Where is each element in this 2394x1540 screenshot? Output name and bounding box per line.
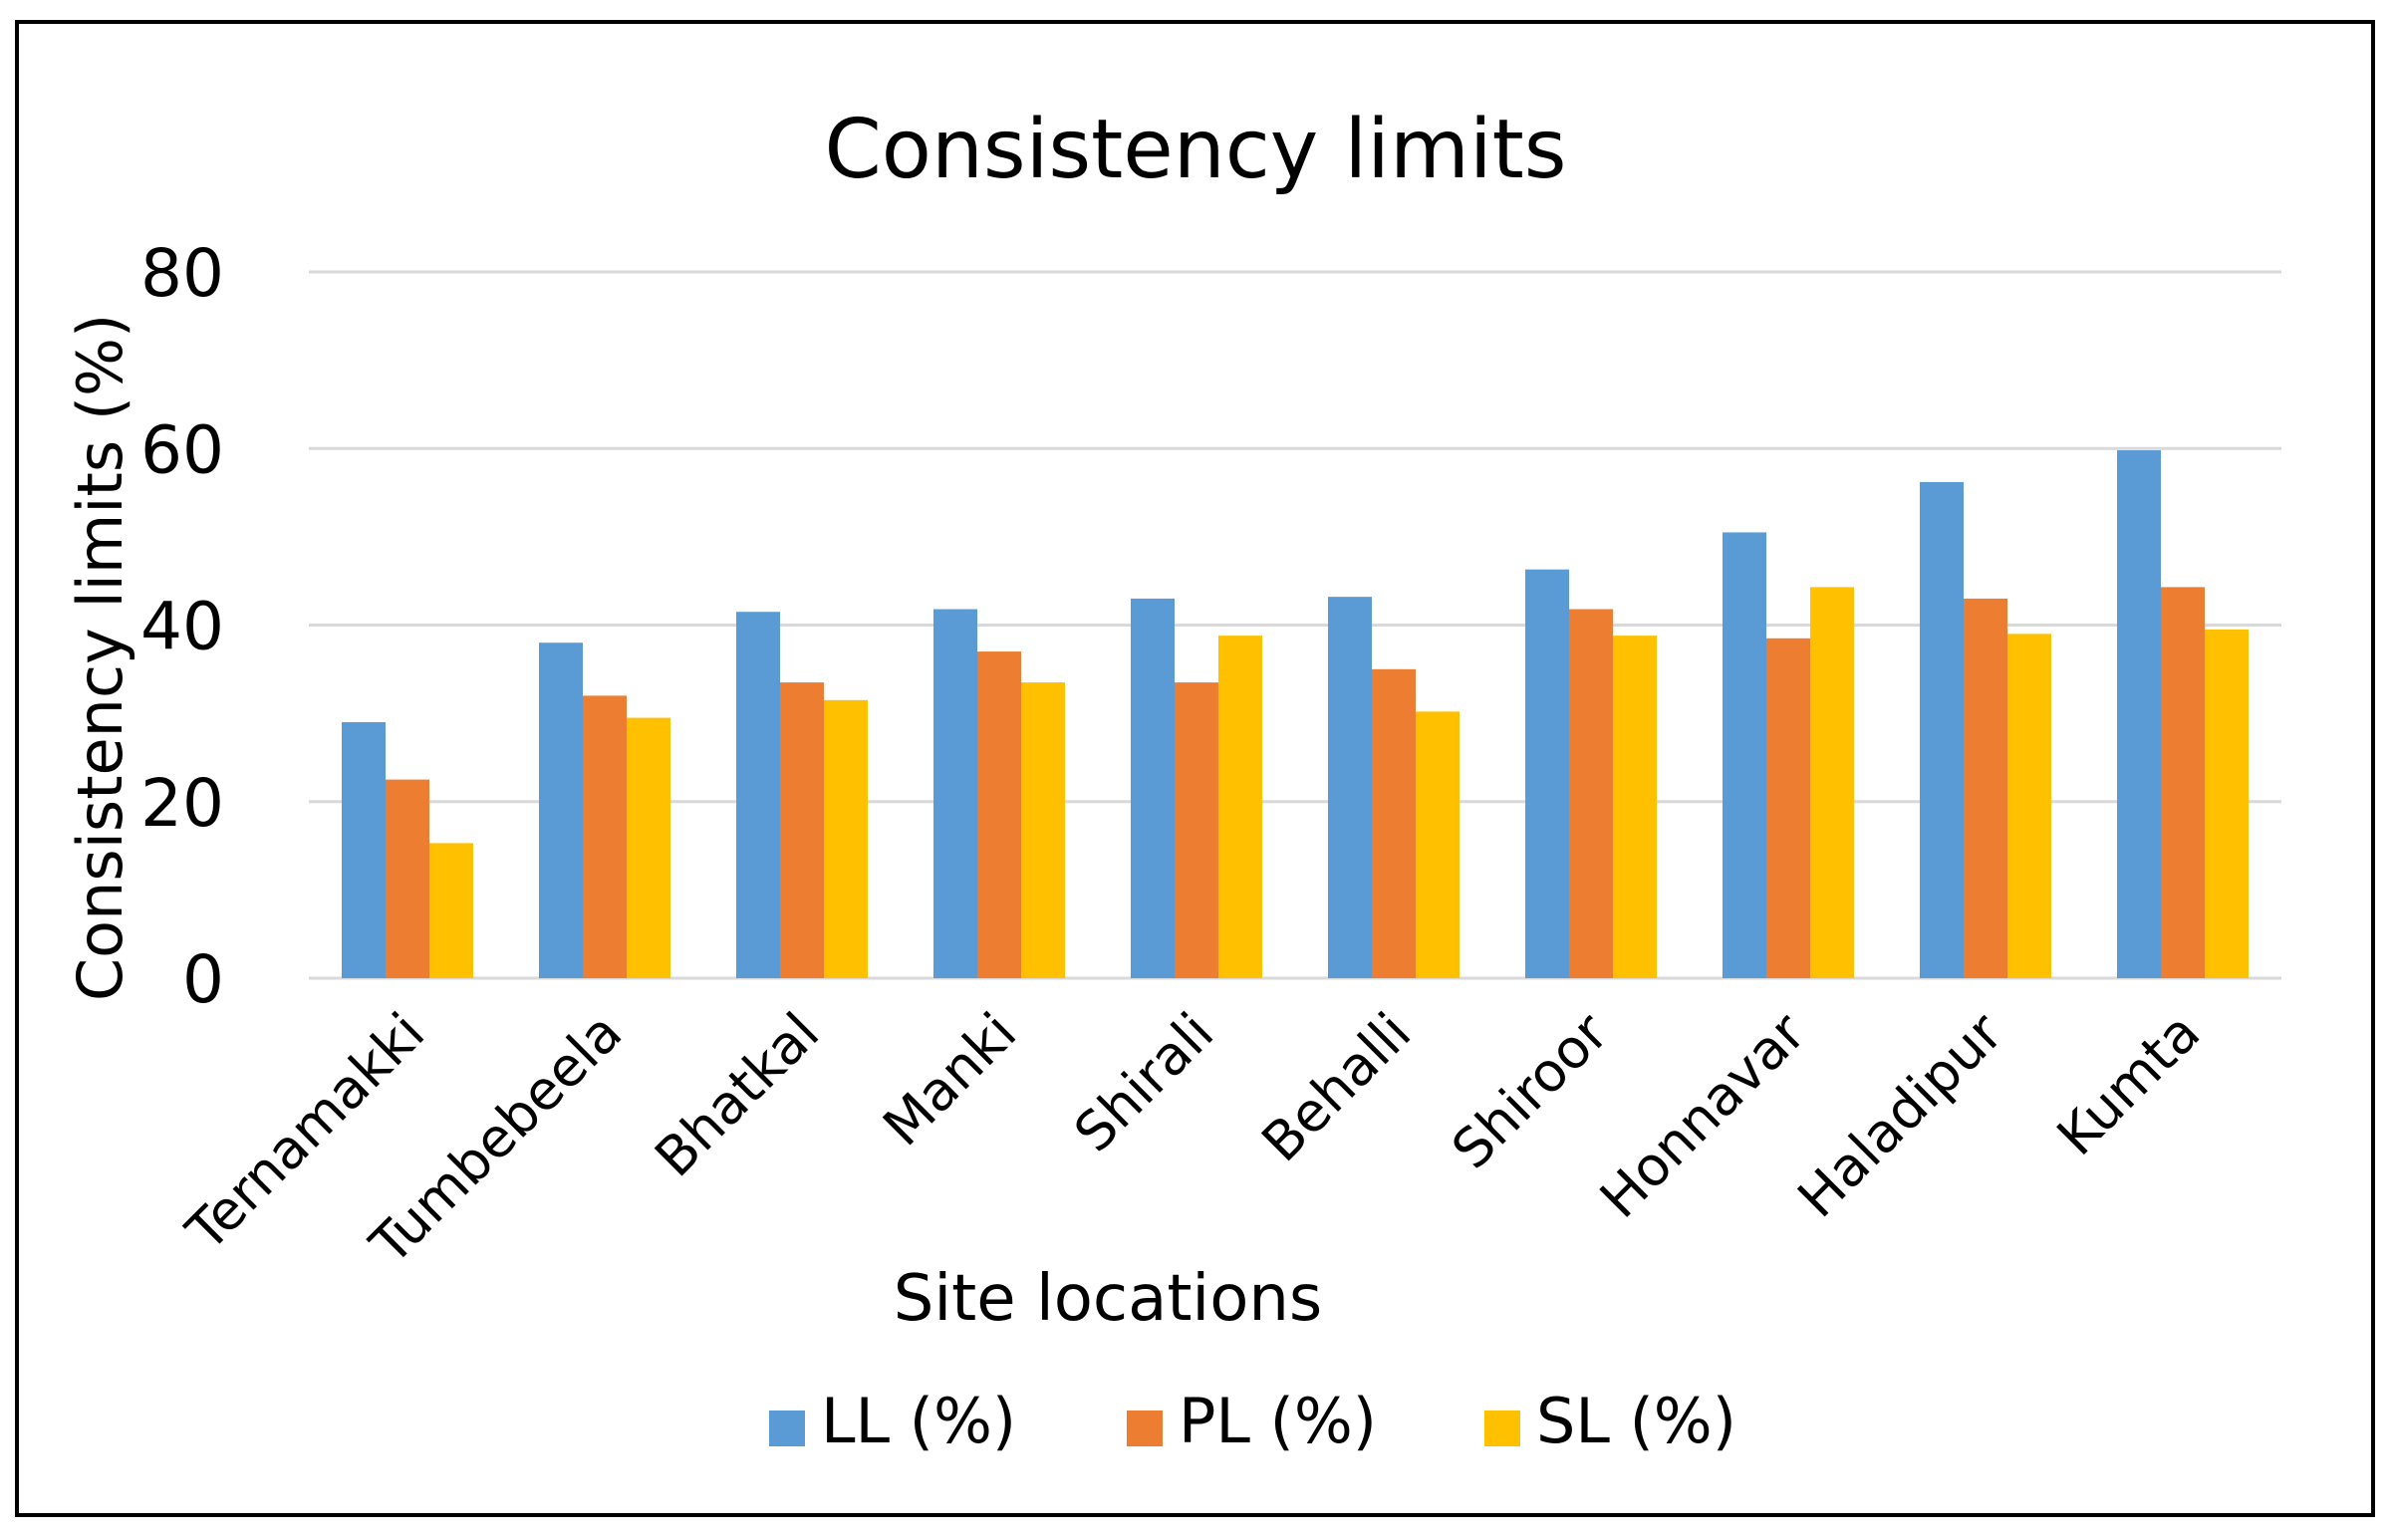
bar-pl-ternamakki bbox=[386, 779, 429, 978]
y-tick-labels: 0 20 40 60 80 bbox=[140, 235, 224, 1018]
bar-ll-ternamakki bbox=[342, 721, 386, 978]
legend: LL (%) PL (%) SL (%) bbox=[769, 1385, 1736, 1457]
bar-sl-kumta bbox=[2205, 629, 2249, 978]
bar-sl-behalli bbox=[1416, 711, 1460, 978]
bar-ll-shiroor bbox=[1525, 569, 1569, 978]
bar-ll-honnavar bbox=[1723, 532, 1766, 978]
y-tick-label: 60 bbox=[140, 411, 224, 488]
bar-pl-kumta bbox=[2161, 587, 2205, 978]
chart-title: Consistency limits bbox=[825, 103, 1567, 197]
legend-swatch-pl bbox=[1127, 1411, 1163, 1446]
legend-swatch-ll bbox=[769, 1411, 805, 1446]
bar-pl-behalli bbox=[1372, 668, 1416, 978]
legend-label-sl: SL (%) bbox=[1536, 1385, 1736, 1457]
y-tick-label: 80 bbox=[140, 235, 224, 312]
legend-label-pl: PL (%) bbox=[1179, 1385, 1377, 1457]
bar-sl-honnavar bbox=[1810, 587, 1854, 978]
bar-ll-manki bbox=[933, 609, 977, 978]
bar-ll-bhatkal bbox=[736, 612, 780, 978]
bar-ll-tumbebeela bbox=[539, 642, 583, 978]
bar-sl-tumbebeela bbox=[627, 717, 670, 978]
bar-pl-haladipur bbox=[1964, 598, 2007, 978]
bar-sl-ternamakki bbox=[429, 843, 473, 978]
x-axis-label: Site locations bbox=[894, 1262, 1323, 1336]
bar-sl-haladipur bbox=[2007, 634, 2051, 978]
bar-pl-shiroor bbox=[1569, 609, 1613, 978]
y-axis-label: Consistency limits (%) bbox=[64, 314, 136, 1001]
bar-ll-behalli bbox=[1328, 597, 1372, 978]
legend-label-ll: LL (%) bbox=[821, 1385, 1016, 1457]
bar-ll-kumta bbox=[2117, 450, 2161, 979]
bar-ll-haladipur bbox=[1920, 481, 1964, 978]
bar-pl-honnavar bbox=[1766, 638, 1810, 978]
bar-sl-manki bbox=[1021, 682, 1065, 978]
legend-swatch-sl bbox=[1484, 1411, 1520, 1446]
bar-pl-manki bbox=[977, 651, 1021, 978]
bar-pl-shirali bbox=[1175, 682, 1218, 978]
bar-pl-tumbebeela bbox=[583, 695, 627, 978]
bar-sl-bhatkal bbox=[824, 699, 868, 978]
bar-pl-bhatkal bbox=[780, 682, 824, 978]
y-tick-label: 40 bbox=[140, 589, 224, 665]
bar-sl-shirali bbox=[1218, 636, 1262, 978]
bar-sl-shiroor bbox=[1613, 636, 1657, 978]
bar-ll-shirali bbox=[1131, 598, 1175, 978]
bars bbox=[342, 450, 2249, 979]
y-tick-label: 0 bbox=[182, 941, 224, 1018]
y-tick-label: 20 bbox=[140, 765, 224, 842]
